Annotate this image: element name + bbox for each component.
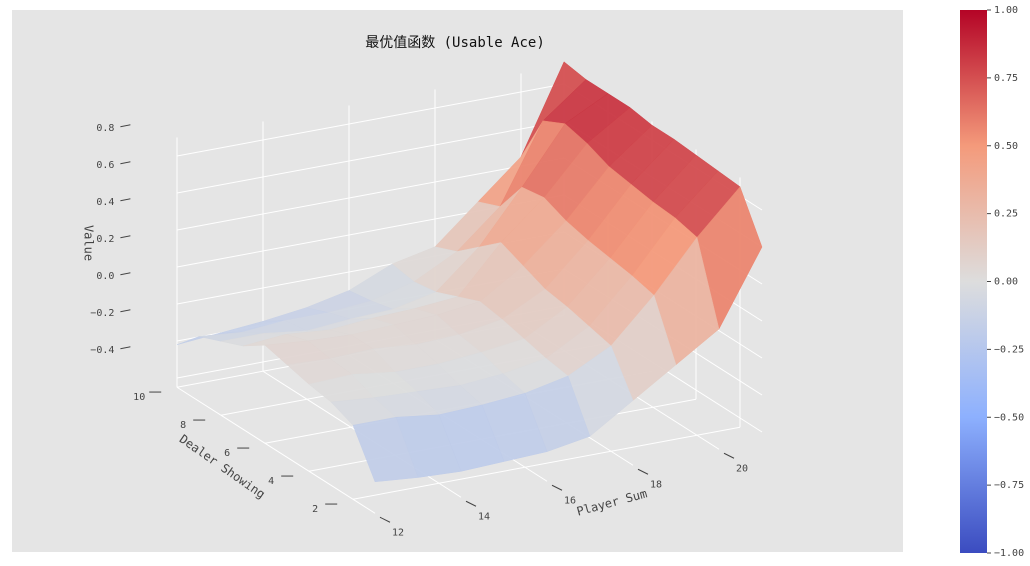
z-tick-label: 0.2 xyxy=(96,234,114,245)
x-tick-label: 18 xyxy=(650,479,662,490)
colorbar-tick-label: −0.25 xyxy=(994,344,1024,355)
z-axis-label: Value xyxy=(82,225,96,261)
z-tick xyxy=(120,309,131,313)
z-tick-label: 0.4 xyxy=(96,197,114,208)
z-tick xyxy=(120,235,131,239)
colorbar-tick-label: 0.25 xyxy=(994,209,1018,220)
grid-line xyxy=(176,83,565,157)
x-tick-label: 16 xyxy=(564,495,576,506)
colorbar-tick-label: −0.75 xyxy=(994,480,1024,491)
z-tick-label: 0.0 xyxy=(96,271,114,282)
grid-line xyxy=(176,157,565,231)
colorbar xyxy=(960,10,987,553)
z-tick-label: −0.4 xyxy=(90,345,114,356)
y-tick-label: 6 xyxy=(224,448,230,459)
colorbar-tick-label: −0.50 xyxy=(994,412,1024,423)
x-tick-label: 14 xyxy=(478,511,490,522)
x-tick xyxy=(551,484,563,491)
x-tick-label: 12 xyxy=(392,527,404,538)
colorbar-tick-label: 0.75 xyxy=(994,73,1018,84)
x-tick xyxy=(379,516,391,523)
grid-line xyxy=(176,120,565,194)
colorbar-tick-label: 1.00 xyxy=(994,5,1018,16)
colorbar-tick-label: 0.50 xyxy=(994,141,1018,152)
y-tick-label: 10 xyxy=(133,392,145,403)
y-tick-label: 4 xyxy=(268,476,274,487)
chart-title: 最优值函数 (Usable Ace) xyxy=(365,35,545,51)
z-tick xyxy=(120,272,131,276)
x-tick xyxy=(465,500,477,507)
colorbar-tick-label: 0.00 xyxy=(994,277,1018,288)
x-tick-label: 20 xyxy=(736,463,748,474)
z-tick xyxy=(120,198,131,202)
z-tick xyxy=(120,161,131,165)
z-tick-label: −0.2 xyxy=(90,308,114,319)
z-tick xyxy=(120,124,131,128)
y-tick-label: 2 xyxy=(312,504,318,515)
z-tick xyxy=(120,346,131,350)
surface-face xyxy=(352,416,419,483)
z-tick-label: 0.6 xyxy=(96,160,114,171)
grid-line xyxy=(352,426,741,500)
grid-line xyxy=(176,386,376,514)
z-tick-label: 0.8 xyxy=(96,123,114,134)
x-tick xyxy=(637,468,649,475)
x-tick xyxy=(723,452,735,459)
colorbar-tick-label: −1.00 xyxy=(994,548,1024,559)
y-tick-label: 8 xyxy=(180,420,186,431)
